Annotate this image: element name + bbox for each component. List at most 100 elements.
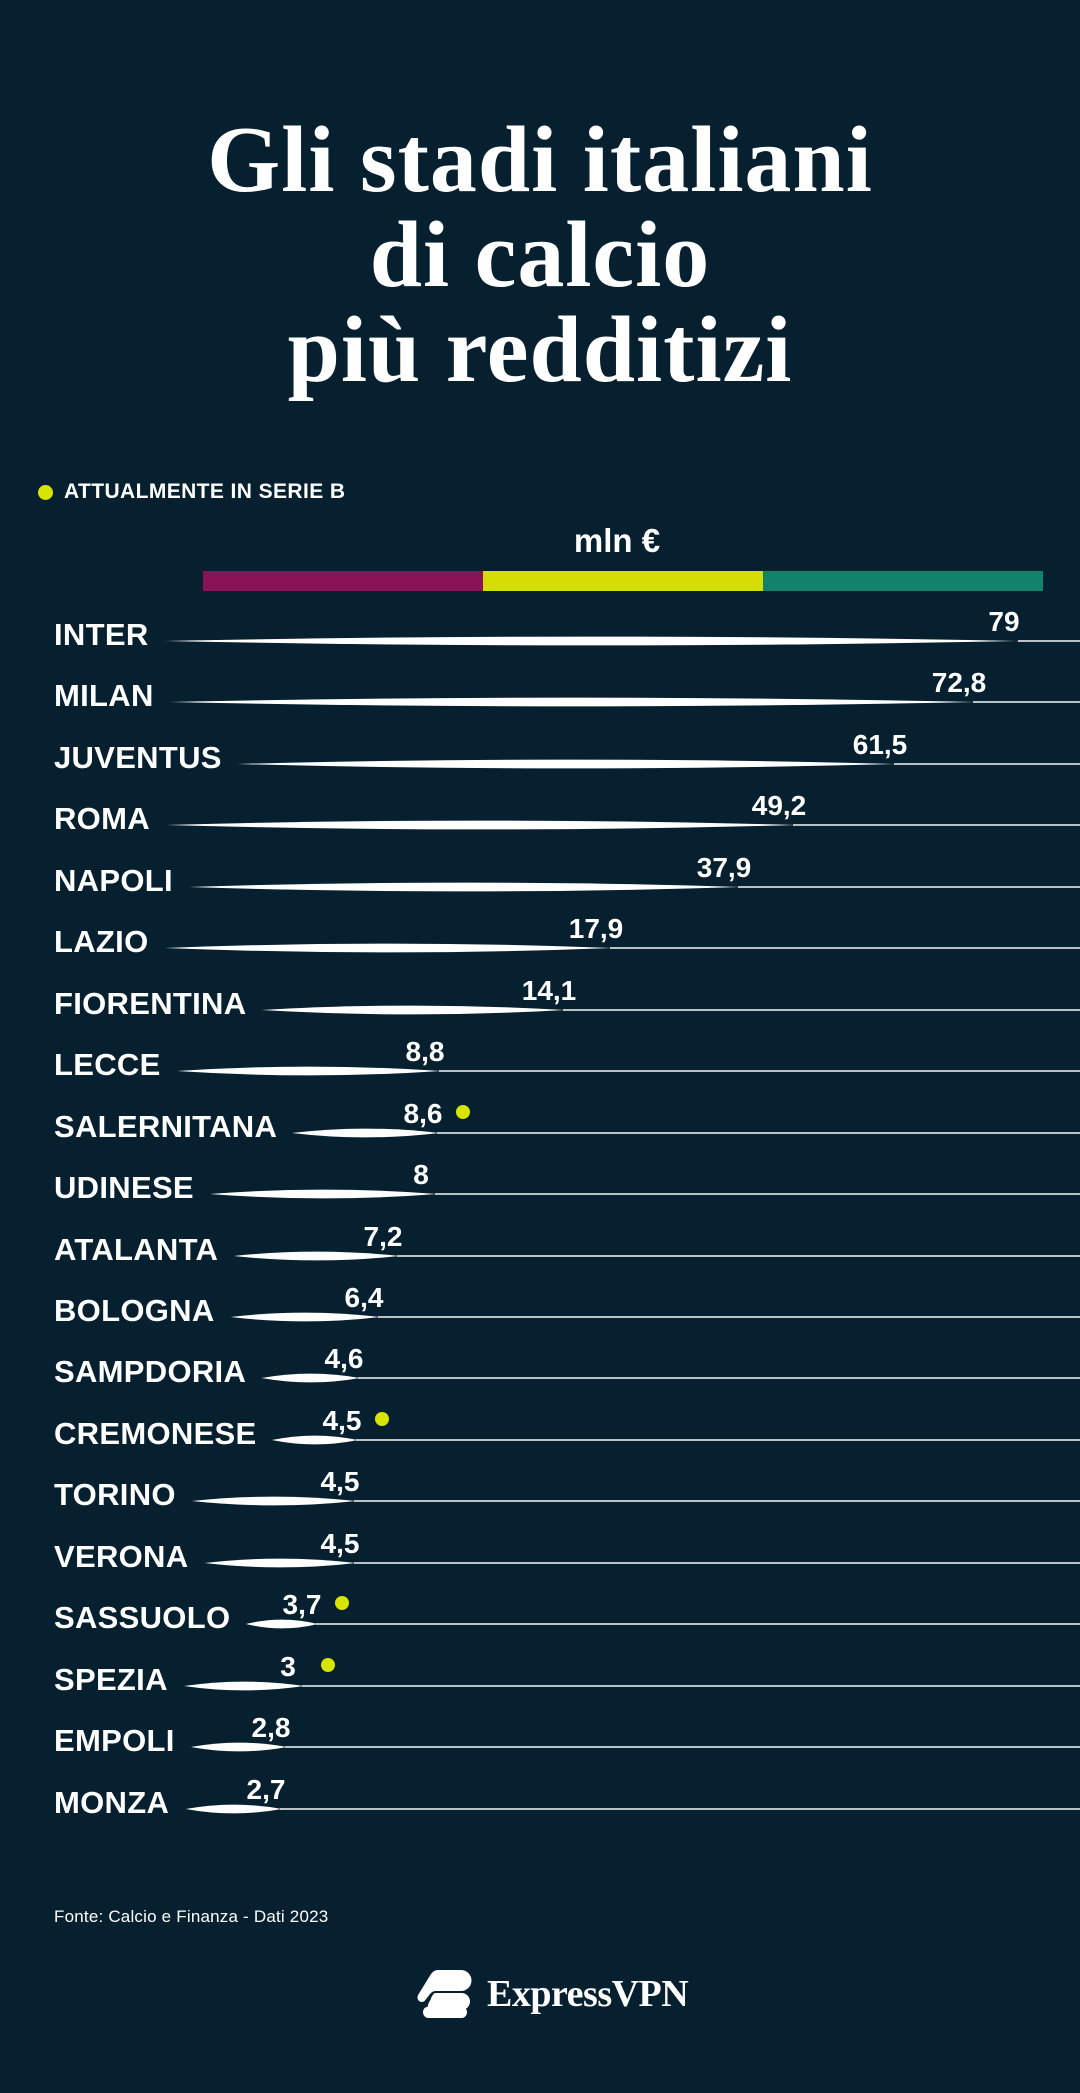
value-label-lazio: 17,9 [568, 913, 624, 945]
hairline [354, 1500, 1080, 1503]
lens-bar [237, 759, 896, 769]
brand-name: ExpressVPN [487, 1973, 689, 2015]
scale-bar-segment-0 [203, 571, 483, 591]
axis-unit-label: mln € [573, 522, 661, 559]
value-bar-udinese [209, 1189, 1080, 1199]
title-line-3: più redditizi [287, 297, 793, 402]
team-label-bologna: BOLOGNA [54, 1292, 215, 1328]
value-label-torino: 4,5 [320, 1466, 360, 1498]
value-bar-torino [191, 1496, 1080, 1506]
lens-bar [209, 1189, 437, 1199]
hairline [793, 824, 1080, 827]
hairline [973, 701, 1080, 704]
lens-bar [230, 1312, 380, 1322]
value-label-atalanta: 7,2 [363, 1220, 403, 1252]
hairline [397, 1254, 1080, 1257]
value-label-udinese: 8 [413, 1159, 429, 1191]
team-label-spezia: SPEZIA [54, 1661, 168, 1697]
lens-bar [261, 1373, 360, 1383]
serie-b-dot-icon [38, 484, 53, 500]
team-label-sassuolo: SASSUOLO [54, 1600, 231, 1636]
hairline [610, 947, 1080, 950]
hairline [356, 1439, 1080, 1441]
lens-bar [183, 1681, 304, 1691]
lens-bar [190, 1742, 287, 1752]
serie-b-dot-icon [335, 1596, 349, 1611]
serie-b-dot-icon [456, 1104, 470, 1119]
lens-bar [165, 636, 1020, 646]
value-bar-milan [170, 698, 1080, 707]
lens-bar [204, 1558, 356, 1568]
value-bar-cremonese [271, 1435, 1080, 1445]
hairline [439, 1070, 1080, 1072]
value-label-lecce: 8,8 [405, 1036, 445, 1068]
hairline [563, 1008, 1080, 1011]
value-bar-sampdoria [261, 1373, 1080, 1383]
lens-bar [166, 820, 795, 830]
value-label-cremonese: 4,5 [322, 1404, 362, 1436]
hairline [894, 763, 1080, 765]
hairline [302, 1684, 1080, 1687]
hairline [435, 1193, 1080, 1195]
value-bar-lazio [164, 943, 1080, 953]
value-label-inter: 79 [988, 606, 1020, 637]
team-label-lecce: LECCE [54, 1047, 161, 1083]
team-label-roma: ROMA [54, 801, 150, 837]
brand-lockup: ExpressVPN [417, 1970, 689, 2018]
value-label-monza: 2,7 [246, 1773, 286, 1805]
hairline [378, 1316, 1080, 1318]
team-label-lazio: LAZIO [54, 924, 149, 960]
serie-b-dot-icon [321, 1657, 335, 1672]
value-label-napoli: 37,9 [696, 851, 752, 883]
hairline [316, 1623, 1080, 1625]
team-label-salernitana: SALERNITANA [54, 1108, 278, 1144]
lens-bar [177, 1066, 441, 1076]
team-label-torino: TORINO [54, 1477, 176, 1513]
value-label-sampdoria: 4,6 [324, 1343, 364, 1375]
hairline [1018, 640, 1080, 642]
value-label-empoli: 2,8 [251, 1712, 291, 1744]
value-bar-fiorentina [261, 1005, 1080, 1015]
value-bar-roma [166, 820, 1080, 830]
team-label-empoli: EMPOLI [54, 1723, 175, 1759]
value-label-sassuolo: 3,7 [282, 1589, 322, 1621]
value-label-spezia: 3 [280, 1650, 296, 1682]
hairline [437, 1131, 1080, 1134]
lens-bar [233, 1251, 399, 1260]
value-bar-salernitana [291, 1128, 1080, 1137]
team-label-milan: MILAN [54, 678, 154, 714]
scale-bar-segment-1 [483, 571, 763, 591]
team-label-inter: INTER [54, 617, 149, 652]
value-label-juventus: 61,5 [852, 728, 908, 760]
value-bar-lecce [177, 1066, 1080, 1076]
value-bar-inter [165, 636, 1080, 646]
legend: ATTUALMENTE IN SERIE B [38, 480, 345, 504]
team-label-verona: VERONA [54, 1538, 189, 1574]
value-bar-napoli [189, 882, 1080, 892]
value-label-bologna: 6,4 [344, 1281, 384, 1313]
title-line-1: Gli stadi italiani [207, 107, 873, 212]
lens-bar [170, 698, 975, 707]
lens-bar [261, 1005, 565, 1015]
expressvpn-logo-icon [417, 1970, 472, 2018]
lens-bar [164, 943, 612, 953]
scale-bar-segment-2 [763, 571, 1043, 591]
value-label-verona: 4,5 [320, 1527, 360, 1559]
value-bar-monza [185, 1804, 1080, 1813]
color-scale-bar [203, 571, 1043, 591]
value-bar-atalanta [233, 1251, 1080, 1260]
value-bar-spezia [183, 1681, 1080, 1691]
team-label-napoli: NAPOLI [54, 862, 173, 898]
hairline [738, 885, 1080, 888]
lens-bar [291, 1128, 439, 1137]
page-title: Gli stadi italiani di calcio più redditi… [0, 107, 1080, 402]
hairline [358, 1377, 1080, 1380]
title-line-2: di calcio [369, 202, 711, 307]
hairline [280, 1807, 1080, 1810]
value-label-milan: 72,8 [931, 667, 987, 699]
value-bar-sassuolo [245, 1619, 1080, 1629]
value-bar-bologna [230, 1312, 1080, 1322]
team-label-sampdoria: SAMPDORIA [54, 1354, 247, 1390]
